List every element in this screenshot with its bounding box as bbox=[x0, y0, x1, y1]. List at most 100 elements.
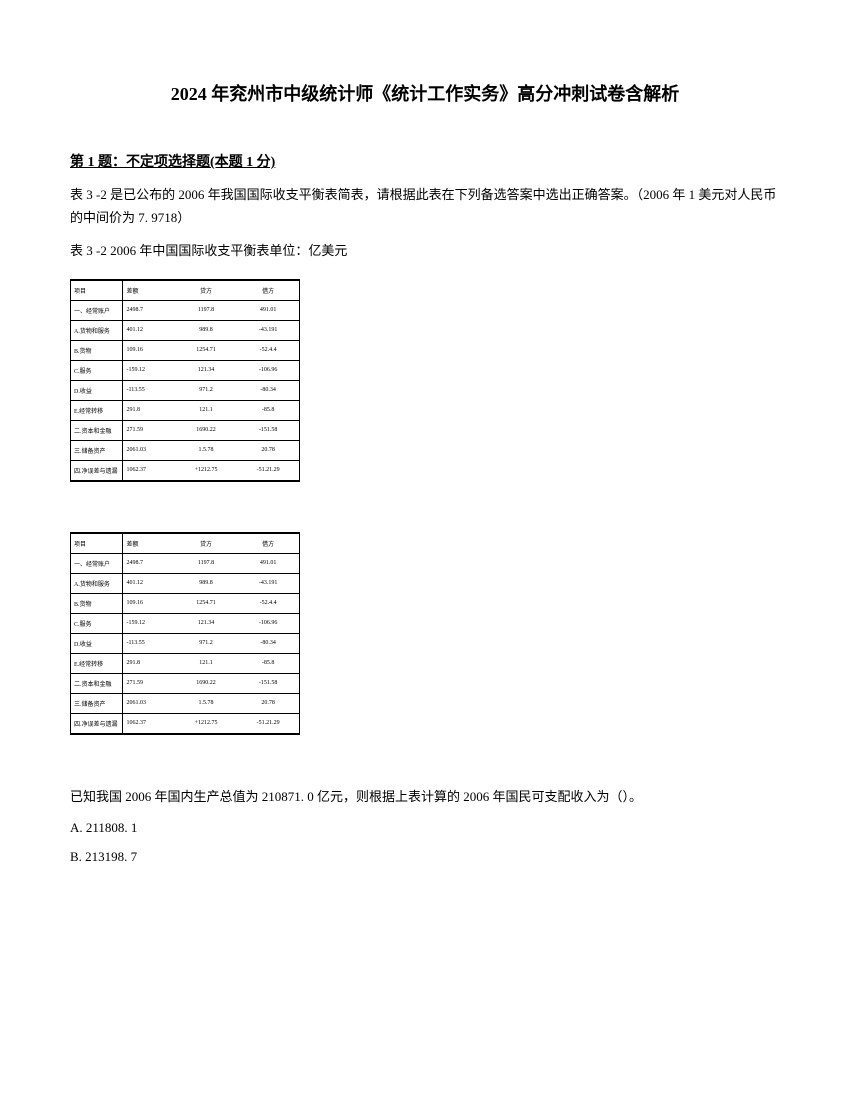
table-cell: 四.净误差与遗漏 bbox=[71, 460, 123, 481]
table-cell: 二.资本和金融 bbox=[71, 420, 123, 440]
table-cell: 989.8 bbox=[175, 320, 237, 340]
table-row: A.货物和服务401.12989.8-43.191 bbox=[71, 320, 300, 340]
header-cell: 贷方 bbox=[175, 533, 237, 554]
table-row: C.服务-159.12121.34-106.96 bbox=[71, 613, 300, 633]
table-cell: 1690.22 bbox=[175, 420, 237, 440]
table-cell: -113.55 bbox=[123, 633, 175, 653]
header-cell: 借方 bbox=[237, 280, 299, 301]
table-cell: -52.4.4 bbox=[237, 340, 299, 360]
table-row: C.服务-159.12121.34-106.96 bbox=[71, 360, 300, 380]
table-cell: 1197.8 bbox=[175, 553, 237, 573]
table-row: 三.储备资产2061.031.5.7820.78 bbox=[71, 693, 300, 713]
table-cell: 2061.03 bbox=[123, 693, 175, 713]
table-caption: 表 3 -2 2006 年中国国际收支平衡表单位：亿美元 bbox=[70, 240, 780, 259]
table-cell: 三.储备资产 bbox=[71, 440, 123, 460]
table-cell: -43.191 bbox=[237, 573, 299, 593]
table-row: B.货物109.161254.71-52.4.4 bbox=[71, 593, 300, 613]
header-cell: 差额 bbox=[123, 533, 175, 554]
table-cell: -52.4.4 bbox=[237, 593, 299, 613]
table-row: E.经常转移291.8121.1-85.8 bbox=[71, 653, 300, 673]
table-cell: B.货物 bbox=[71, 340, 123, 360]
table-cell: 109.16 bbox=[123, 340, 175, 360]
table-cell: -151.58 bbox=[237, 673, 299, 693]
table-cell: E.经常转移 bbox=[71, 653, 123, 673]
table-header-row: 项目 差额 贷方 借方 bbox=[71, 280, 300, 301]
table-row: 一、经常账户2498.71197.8491.01 bbox=[71, 300, 300, 320]
table-cell: 121.1 bbox=[175, 653, 237, 673]
table-cell: 971.2 bbox=[175, 633, 237, 653]
table-header-row: 项目 差额 贷方 借方 bbox=[71, 533, 300, 554]
table-cell: -85.8 bbox=[237, 653, 299, 673]
table-cell: 291.8 bbox=[123, 653, 175, 673]
table-cell: -51.21.29 bbox=[237, 460, 299, 481]
table-cell: 121.34 bbox=[175, 360, 237, 380]
table-row: E.经常转移291.8121.1-85.8 bbox=[71, 400, 300, 420]
table-cell: D.收益 bbox=[71, 633, 123, 653]
table-cell: 三.储备资产 bbox=[71, 693, 123, 713]
document-title: 2024 年兖州市中级统计师《统计工作实务》高分冲刺试卷含解析 bbox=[70, 80, 780, 106]
question-header: 第 1 题：不定项选择题(本题 1 分) bbox=[70, 151, 780, 171]
table-cell: 一、经常账户 bbox=[71, 553, 123, 573]
table-cell: 一、经常账户 bbox=[71, 300, 123, 320]
table-cell: 1062.37 bbox=[123, 713, 175, 734]
table-cell: 1690.22 bbox=[175, 673, 237, 693]
table-cell: 1197.8 bbox=[175, 300, 237, 320]
table-cell: 109.16 bbox=[123, 593, 175, 613]
table-cell: 1.5.78 bbox=[175, 693, 237, 713]
table-cell: -80.34 bbox=[237, 633, 299, 653]
table-cell: E.经常转移 bbox=[71, 400, 123, 420]
table-cell: 20.78 bbox=[237, 693, 299, 713]
table-cell: 401.12 bbox=[123, 573, 175, 593]
balance-table-2: 项目 差额 贷方 借方 一、经常账户2498.71197.8491.01A.货物… bbox=[70, 532, 300, 735]
table-row: 四.净误差与遗漏1062.37+1212.75-51.21.29 bbox=[71, 460, 300, 481]
table-cell: -159.12 bbox=[123, 360, 175, 380]
table-cell: -113.55 bbox=[123, 380, 175, 400]
header-cell: 项目 bbox=[71, 533, 123, 554]
table-cell: -80.34 bbox=[237, 380, 299, 400]
table-cell: D.收益 bbox=[71, 380, 123, 400]
table-cell: 2498.7 bbox=[123, 553, 175, 573]
final-question: 已知我国 2006 年国内生产总值为 210871. 0 亿元，则根据上表计算的… bbox=[70, 785, 780, 808]
table-cell: 四.净误差与遗漏 bbox=[71, 713, 123, 734]
header-cell: 贷方 bbox=[175, 280, 237, 301]
table-cell: 491.01 bbox=[237, 553, 299, 573]
table-cell: 121.1 bbox=[175, 400, 237, 420]
table-row: B.货物109.161254.71-52.4.4 bbox=[71, 340, 300, 360]
table-cell: 20.78 bbox=[237, 440, 299, 460]
table-cell: B.货物 bbox=[71, 593, 123, 613]
table-cell: 291.8 bbox=[123, 400, 175, 420]
table-cell: C.服务 bbox=[71, 613, 123, 633]
table-cell: -151.58 bbox=[237, 420, 299, 440]
table-cell: 二.资本和金融 bbox=[71, 673, 123, 693]
table-cell: -43.191 bbox=[237, 320, 299, 340]
table-cell: 271.59 bbox=[123, 673, 175, 693]
option-a: A. 211808. 1 bbox=[70, 816, 780, 841]
option-b: B. 213198. 7 bbox=[70, 845, 780, 870]
table-cell: 1.5.78 bbox=[175, 440, 237, 460]
table-cell: 2061.03 bbox=[123, 440, 175, 460]
table-cell: 401.12 bbox=[123, 320, 175, 340]
table-cell: -159.12 bbox=[123, 613, 175, 633]
table-cell: +1212.75 bbox=[175, 713, 237, 734]
table-row: 二.资本和金融271.591690.22-151.58 bbox=[71, 420, 300, 440]
table-cell: 1254.71 bbox=[175, 593, 237, 613]
table-cell: +1212.75 bbox=[175, 460, 237, 481]
table-row: A.货物和服务401.12989.8-43.191 bbox=[71, 573, 300, 593]
table-cell: 1254.71 bbox=[175, 340, 237, 360]
table-cell: 2498.7 bbox=[123, 300, 175, 320]
table-cell: 121.34 bbox=[175, 613, 237, 633]
header-cell: 借方 bbox=[237, 533, 299, 554]
table-row: 一、经常账户2498.71197.8491.01 bbox=[71, 553, 300, 573]
header-cell: 差额 bbox=[123, 280, 175, 301]
table-cell: A.货物和服务 bbox=[71, 320, 123, 340]
table-cell: 989.8 bbox=[175, 573, 237, 593]
table-row: 二.资本和金融271.591690.22-151.58 bbox=[71, 673, 300, 693]
table-cell: C.服务 bbox=[71, 360, 123, 380]
table-cell: -51.21.29 bbox=[237, 713, 299, 734]
table-cell: 271.59 bbox=[123, 420, 175, 440]
table-cell: -85.8 bbox=[237, 400, 299, 420]
table-cell: -106.96 bbox=[237, 613, 299, 633]
table-cell: -106.96 bbox=[237, 360, 299, 380]
table-row: 四.净误差与遗漏1062.37+1212.75-51.21.29 bbox=[71, 713, 300, 734]
table-cell: 491.01 bbox=[237, 300, 299, 320]
